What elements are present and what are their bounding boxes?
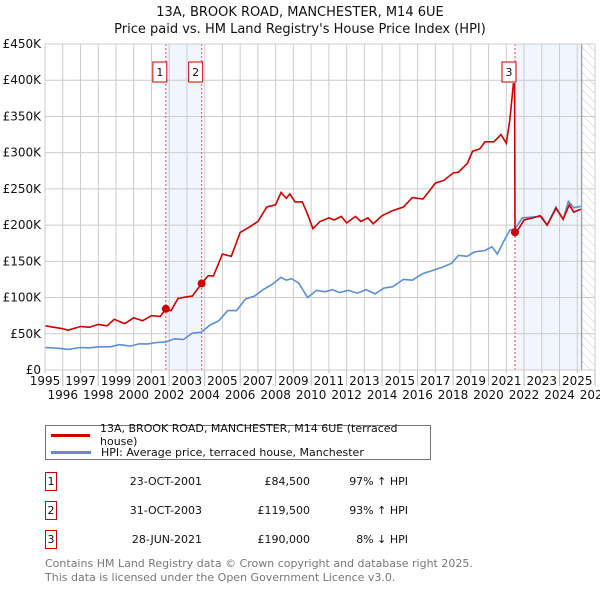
x-tick-label: 2018 <box>438 388 469 402</box>
sale-hpi-diff: 93% ↑ HPI <box>349 504 408 517</box>
sale-point <box>197 279 206 288</box>
sale-label: 1 <box>156 66 163 79</box>
sale-number-badge: 3 <box>45 530 57 549</box>
shaded-period <box>514 44 582 370</box>
x-tick-label: 2005 <box>207 374 238 388</box>
x-tick-label: 2006 <box>225 388 256 402</box>
y-tick-label: £450K <box>3 37 43 51</box>
sale-point <box>161 304 170 313</box>
x-tick-label: 2020 <box>473 388 504 402</box>
sale-label-box <box>188 61 204 83</box>
sale-price: £190,000 <box>257 533 311 546</box>
x-tick-label: 2024 <box>544 388 575 402</box>
x-tick-label: 1996 <box>47 388 78 402</box>
legend-item-hpi: HPI: Average price, terraced house, Manc… <box>46 444 364 460</box>
legend-label: HPI: Average price, terraced house, Manc… <box>101 445 364 459</box>
sale-hpi-diff: 8% ↓ HPI <box>356 533 408 546</box>
x-tick-label: 2004 <box>189 388 220 402</box>
footer-licence: This data is licensed under the Open Gov… <box>45 571 396 584</box>
sale-date: 28-JUN-2021 <box>131 533 202 546</box>
y-tick-label: £0 <box>26 363 41 377</box>
x-tick-label: 1995 <box>30 374 61 388</box>
sale-point <box>510 228 519 237</box>
plot-border <box>44 43 596 371</box>
sale-hpi-diff: 97% ↑ HPI <box>349 475 408 488</box>
sale-number-badge: 2 <box>45 501 57 520</box>
legend-item-property: 13A, BROOK ROAD, MANCHESTER, M14 6UE (te… <box>46 422 430 448</box>
y-tick-label: £150K <box>3 254 43 268</box>
footer-copyright: Contains HM Land Registry data © Crown c… <box>45 557 473 570</box>
y-tick-label: £100K <box>3 291 43 305</box>
x-tick-label: 2015 <box>385 374 416 388</box>
hpi-series-line <box>44 199 581 351</box>
x-tick-label: 2026 <box>580 388 600 402</box>
price-chart: 1995199619971998199920002001200220032004… <box>3 37 600 402</box>
sale-label-box <box>152 61 168 83</box>
x-tick-label: 2009 <box>278 374 309 388</box>
x-tick-label: 2013 <box>349 374 380 388</box>
sale-label-box <box>501 61 517 83</box>
shaded-period <box>165 44 202 370</box>
y-tick-label: £350K <box>3 109 43 123</box>
sale-price: £119,500 <box>257 504 311 517</box>
x-tick-label: 1997 <box>65 374 96 388</box>
table-row: 1 23-OCT-2001 £84,500 97% ↑ HPI <box>45 472 445 492</box>
x-tick-label: 2010 <box>296 388 327 402</box>
y-tick-label: £200K <box>3 218 43 232</box>
future-hatched-area <box>581 44 595 370</box>
x-tick-label: 2003 <box>172 374 203 388</box>
x-tick-label: 2016 <box>402 388 433 402</box>
table-row: 3 28-JUN-2021 £190,000 8% ↓ HPI <box>45 530 445 550</box>
x-tick-label: 2012 <box>331 388 362 402</box>
x-tick-label: 2011 <box>314 374 345 388</box>
x-tick-label: 2023 <box>527 374 558 388</box>
x-tick-label: 1998 <box>83 388 114 402</box>
y-tick-label: £50K <box>10 327 42 341</box>
x-tick-label: 2022 <box>509 388 540 402</box>
x-tick-label: 2017 <box>420 374 451 388</box>
sale-date: 31-OCT-2003 <box>129 504 202 517</box>
x-tick-label: 2002 <box>154 388 185 402</box>
x-tick-label: 2014 <box>367 388 398 402</box>
y-tick-label: £300K <box>3 146 43 160</box>
x-tick-label: 2025 <box>562 374 593 388</box>
y-tick-label: £400K <box>3 73 43 87</box>
chart-subtitle: Price paid vs. HM Land Registry's House … <box>114 22 486 37</box>
sale-date: 23-OCT-2001 <box>129 475 202 488</box>
sale-number-badge: 1 <box>45 472 57 491</box>
sale-price: £84,500 <box>264 475 311 488</box>
x-tick-label: 2001 <box>136 374 167 388</box>
property-series-line <box>44 83 582 332</box>
x-tick-label: 2019 <box>456 374 487 388</box>
x-tick-label: 2008 <box>260 388 291 402</box>
legend-swatch-blue <box>51 450 91 454</box>
chart-title: 13A, BROOK ROAD, MANCHESTER, M14 6UE <box>156 5 444 20</box>
x-tick-label: 2007 <box>243 374 274 388</box>
table-row: 2 31-OCT-2003 £119,500 93% ↑ HPI <box>45 501 445 521</box>
legend: 13A, BROOK ROAD, MANCHESTER, M14 6UE (te… <box>45 422 431 460</box>
sale-label: 2 <box>192 66 199 79</box>
x-tick-label: 2021 <box>491 374 522 388</box>
x-tick-label: 1999 <box>101 374 132 388</box>
sale-label: 3 <box>505 66 512 79</box>
legend-label: 13A, BROOK ROAD, MANCHESTER, M14 6UE (te… <box>100 422 398 448</box>
x-tick-label: 2000 <box>118 388 149 402</box>
legend-swatch-red <box>51 433 90 437</box>
y-tick-label: £250K <box>3 182 43 196</box>
